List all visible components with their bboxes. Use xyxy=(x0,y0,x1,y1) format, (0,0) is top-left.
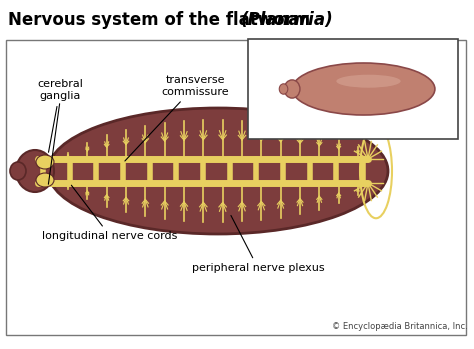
Ellipse shape xyxy=(279,84,288,94)
Ellipse shape xyxy=(48,108,388,234)
Ellipse shape xyxy=(10,162,26,180)
Text: cerebral
ganglia: cerebral ganglia xyxy=(37,80,83,152)
Ellipse shape xyxy=(284,80,300,98)
Ellipse shape xyxy=(16,150,54,192)
Text: transverse
commissure: transverse commissure xyxy=(125,75,229,161)
Text: © Encyclopædia Britannica, Inc.: © Encyclopædia Britannica, Inc. xyxy=(332,322,468,331)
Ellipse shape xyxy=(36,155,54,169)
Text: Nervous system of the flatworm: Nervous system of the flatworm xyxy=(8,11,316,29)
Ellipse shape xyxy=(337,75,401,88)
Text: longitudinal nerve cords: longitudinal nerve cords xyxy=(42,185,178,241)
FancyBboxPatch shape xyxy=(6,40,466,335)
Ellipse shape xyxy=(36,173,54,187)
Text: peripheral nerve plexus: peripheral nerve plexus xyxy=(191,215,324,273)
Ellipse shape xyxy=(292,63,435,115)
FancyBboxPatch shape xyxy=(248,39,458,139)
Text: (Planaria): (Planaria) xyxy=(241,11,334,29)
